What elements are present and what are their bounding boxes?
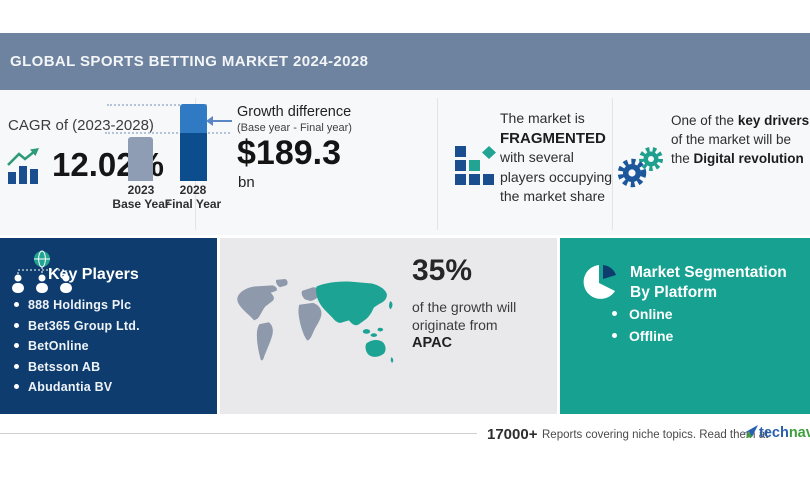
driver-pre: One of the — [671, 113, 735, 128]
key-players-title: Key Players — [48, 266, 139, 283]
growth-difference-title: Growth difference — [237, 104, 352, 120]
brand-part-tech: tech — [759, 425, 789, 441]
technavio-logo[interactable]: technavio — [742, 424, 810, 442]
list-item: Betsson AB — [14, 360, 140, 381]
list-item: Bet365 Group Ltd. — [14, 319, 140, 340]
key-players-panel: Key Players 888 Holdings Plc Bet365 Grou… — [0, 238, 217, 414]
callout-arrow-head — [206, 116, 213, 126]
bar-year-label: 2023 — [127, 183, 155, 197]
bullet-icon — [14, 363, 19, 369]
bar-role-label: Final Year — [164, 197, 222, 211]
list-item: 888 Holdings Plc — [14, 298, 140, 319]
segment-name: Online — [629, 306, 673, 322]
key-players-list: 888 Holdings Plc Bet365 Group Ltd. BetOn… — [14, 298, 140, 401]
pie-chart-icon — [583, 265, 616, 299]
technavio-arrow-icon — [742, 425, 758, 438]
callout-arrow — [212, 120, 232, 122]
segment-name: Offline — [629, 327, 674, 344]
page-title: GLOBAL SPORTS BETTING MARKET 2024-2028 — [10, 53, 369, 70]
world-map — [237, 278, 394, 363]
driver-keyword-1: key drivers — [737, 113, 810, 128]
stats-row: CAGR of (2023-2028) 12.02% 2023 Base Yea… — [0, 90, 810, 235]
gridline-top — [107, 104, 207, 106]
bullet-icon — [14, 302, 19, 307]
divider — [612, 98, 613, 230]
fragmented-text: The market is FRAGMENTED with several pl… — [500, 109, 618, 207]
driver-mid: of the market will be the — [671, 132, 792, 166]
apac-region: APAC — [412, 335, 453, 351]
driver-keyword-2: Digital revolution — [693, 151, 804, 166]
divider — [437, 98, 438, 230]
key-player-name: Abudantia BV — [28, 380, 113, 394]
list-item: BetOnline — [14, 339, 140, 360]
bar-role-label: Base Year — [112, 197, 170, 211]
list-item: Online — [612, 306, 673, 328]
bar-year-label: 2028 — [179, 183, 207, 197]
bullet-icon — [14, 322, 19, 328]
apac-map-panel: 35% of the growth will originate from AP… — [220, 238, 557, 414]
bar-chart-growth-icon — [7, 148, 39, 184]
segmentation-panel: Market Segmentation By Platform Online O… — [560, 238, 810, 414]
key-player-name: 888 Holdings Plc — [28, 298, 132, 312]
segmentation-title: Market Segmentation By Platform — [630, 264, 787, 301]
bullet-icon — [14, 343, 19, 348]
segmentation-list: Online Offline — [612, 306, 673, 349]
growth-difference-amount: $189.3 — [237, 134, 341, 172]
fragmented-rest: with several players occupying the marke… — [500, 149, 613, 204]
apac-text-line2: originate from — [412, 317, 498, 333]
footer-divider — [0, 433, 477, 434]
fragmented-keyword: FRAGMENTED — [500, 129, 606, 147]
apac-text-line1: of the growth will — [412, 299, 517, 315]
fragmented-squares-icon — [455, 146, 496, 185]
key-driver-text: One of the key drivers of the market wil… — [671, 111, 810, 168]
fragmented-intro: The market is — [500, 110, 585, 126]
key-player-name: Betsson AB — [28, 359, 101, 374]
bullet-icon — [612, 311, 617, 316]
key-players-network-icon — [12, 250, 72, 293]
growth-difference-unit: bn — [238, 174, 255, 191]
cagr-label: CAGR of (2023-2028) — [8, 117, 154, 134]
key-player-name: Bet365 Group Ltd. — [28, 318, 140, 333]
gears-icon — [617, 147, 663, 188]
bar-2023 — [128, 137, 153, 181]
header-bar: GLOBAL SPORTS BETTING MARKET 2024-2028 — [0, 33, 810, 90]
report-count: 17000+ — [487, 426, 538, 443]
growth-difference-subtitle: (Base year - Final year) — [237, 122, 352, 134]
gridline-base — [105, 132, 230, 134]
key-player-name: BetOnline — [28, 339, 89, 353]
footer-note: Reports covering niche topics. Read them… — [542, 429, 769, 441]
list-item: Abudantia BV — [14, 380, 140, 401]
bar-2028-growth-segment — [180, 104, 207, 133]
bar-2028-base-segment — [180, 133, 207, 181]
apac-percent: 35% — [412, 254, 473, 287]
list-item: Offline — [612, 328, 673, 350]
bullet-icon — [14, 384, 19, 389]
brand-part-navio: navio — [788, 425, 810, 441]
bullet-icon — [612, 332, 617, 338]
